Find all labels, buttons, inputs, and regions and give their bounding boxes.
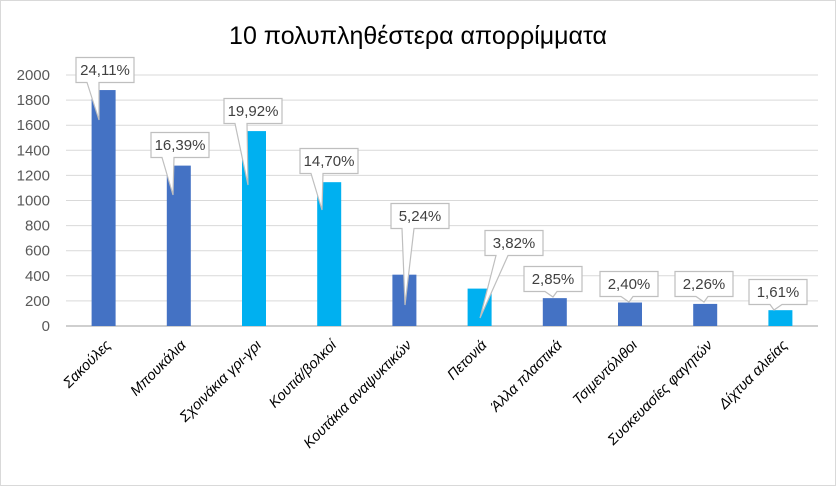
y-tick-label: 2000 <box>17 67 50 84</box>
data-label-callout: 2,85% <box>523 265 583 298</box>
callout-box <box>75 56 135 121</box>
y-tick-label: 1200 <box>17 167 50 184</box>
data-label-callout: 2,40% <box>599 270 659 303</box>
data-label: 2,40% <box>608 276 651 293</box>
data-label-callout: 5,24% <box>390 202 450 306</box>
x-tick-label: Τσιμεντόλιθοι <box>570 338 641 409</box>
bar <box>166 165 191 326</box>
chart-title: 10 πολυπληθέστερα απορρίμματα <box>229 22 607 50</box>
y-tick-label: 1400 <box>17 142 50 159</box>
data-label-callout: 16,39% <box>150 131 210 196</box>
y-tick-label: 1000 <box>17 193 50 210</box>
x-tick-label: Κουτιά/βολκοί <box>266 336 341 411</box>
data-label: 19,92% <box>228 103 279 120</box>
bar <box>768 310 793 326</box>
x-tick-label: Άλλα πλαστικά <box>487 337 566 416</box>
data-label-callout: 2,26% <box>674 270 734 303</box>
x-tick-label: Σακούλες <box>60 337 115 392</box>
data-label-callout: 14,70% <box>299 147 359 211</box>
data-label: 14,70% <box>304 153 355 170</box>
y-tick-label: 1800 <box>17 92 50 109</box>
data-label: 24,11% <box>80 62 130 79</box>
bar <box>693 303 718 326</box>
x-tick-label: Σχοινάκια γρι-γρι <box>176 338 265 427</box>
callout-box <box>479 229 544 319</box>
bar <box>91 90 116 326</box>
y-tick-label: 1600 <box>17 117 50 134</box>
y-tick-label: 600 <box>25 243 50 260</box>
data-label: 3,82% <box>493 235 536 252</box>
y-tick-label: 0 <box>42 318 50 335</box>
callout-box <box>674 270 734 303</box>
callout-box <box>523 265 583 298</box>
data-label: 5,24% <box>399 208 442 225</box>
callout-box <box>599 270 659 303</box>
callout-box <box>223 97 283 186</box>
data-label-callout: 3,82% <box>479 229 544 319</box>
y-tick-label: 400 <box>25 268 50 285</box>
callout-box <box>748 278 808 311</box>
data-label: 2,85% <box>532 271 575 288</box>
x-tick-label: Πετονιά <box>445 337 491 383</box>
x-tick-label: Δίχτυα αλιείας <box>715 337 791 413</box>
data-label: 16,39% <box>155 137 206 154</box>
y-tick-label: 800 <box>25 218 50 235</box>
data-label: 1,61% <box>757 284 800 301</box>
data-label-callout: 19,92% <box>223 97 283 186</box>
callout-box <box>390 202 450 306</box>
bar <box>618 302 642 326</box>
data-label-callout: 24,11% <box>75 56 135 121</box>
callout-box <box>150 131 210 196</box>
data-label-callout: 1,61% <box>748 278 808 311</box>
y-tick-label: 200 <box>25 293 50 310</box>
callout-box <box>299 147 359 211</box>
data-label: 2,26% <box>683 276 726 293</box>
x-tick-label: Μπουκάλια <box>128 337 190 399</box>
bar <box>542 298 567 326</box>
